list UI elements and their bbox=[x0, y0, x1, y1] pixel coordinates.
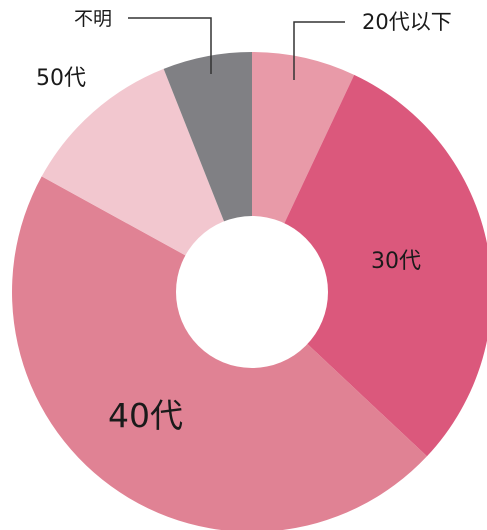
slice-label-1: 20代以下 bbox=[362, 10, 452, 34]
slice-label-5: 不明 bbox=[74, 8, 112, 30]
leader-line-1 bbox=[293, 21, 345, 80]
slices-group bbox=[12, 51, 487, 530]
leader-line-5 bbox=[128, 17, 212, 74]
slice-2 bbox=[252, 74, 487, 457]
slice-label-3: 40代 bbox=[108, 396, 183, 435]
slice-label-4: 50代 bbox=[36, 66, 86, 91]
donut-hole bbox=[176, 216, 328, 368]
slice-label-2: 30代 bbox=[371, 249, 421, 274]
slice-4 bbox=[41, 68, 252, 292]
